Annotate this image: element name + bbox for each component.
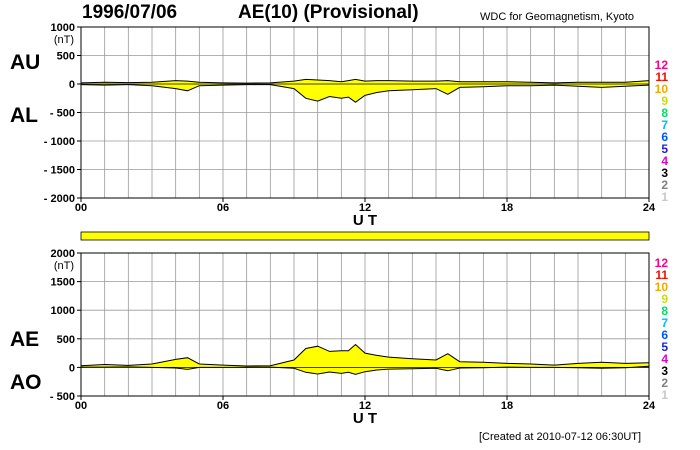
month-scale-label: 3 [661,364,668,378]
y-tick-label: 500 [57,334,75,346]
x-tick-label: 06 [217,202,229,214]
plot-title: AE(10) (Provisional) [238,2,419,23]
x-tick-label: 12 [359,202,371,214]
series-line-ae [80,343,650,367]
month-scale-label: 1 [661,388,668,402]
month-scale-label: 8 [661,106,668,120]
month-scale-label: 11 [655,70,668,84]
y-tick-label: 0 [69,79,75,91]
month-scale-label: 2 [661,178,668,192]
y-tick-label: 1000 [51,22,75,34]
y-unit-label: (nT) [54,260,74,272]
month-scale-label: 2 [661,376,668,390]
month-scale-label: 9 [661,292,668,306]
series-line-al [80,84,650,103]
y-tick-label: 1500 [51,277,75,289]
month-scale-label: 8 [661,304,668,318]
x-axis-label: U T [353,410,377,427]
x-axis-label: U T [353,212,377,229]
month-scale-label: 7 [661,118,668,132]
x-tick-label: 24 [643,202,656,214]
month-scale-label: 10 [655,82,669,96]
data-source-label: WDC for Geomagnetism, Kyoto [480,11,635,23]
month-scale-label: 10 [655,280,669,294]
data-coverage-bar [80,231,650,241]
au-label: AU [10,51,41,74]
y-tick-label: 1000 [51,305,75,317]
x-tick-label: 12 [359,400,371,412]
y-tick-label: 2000 [51,248,75,260]
ao-label: AO [10,371,42,394]
month-scale-label: 6 [661,130,668,144]
y-tick-label: - 2000 [44,193,75,205]
month-scale-label: 3 [661,166,668,180]
month-scale-label: 4 [661,352,668,366]
month-scale-label: 12 [655,58,669,72]
y-tick-label: - 1000 [44,136,75,148]
x-tick-label: 18 [501,400,513,412]
series-line-au [80,78,650,84]
plot-date: 1996/07/06 [82,2,178,23]
y-tick-label: - 500 [50,108,75,120]
ae-label: AE [10,328,40,351]
month-scale-label: 5 [661,142,668,156]
y-tick-label: - 1500 [44,165,75,177]
x-tick-label: 00 [75,400,87,412]
y-unit-label: (nT) [54,34,74,46]
al-label: AL [10,104,38,127]
x-tick-label: 18 [501,202,513,214]
x-tick-label: 00 [75,202,87,214]
created-timestamp: [Created at 2010-07-12 06:30UT] [479,431,642,443]
y-tick-label: - 500 [50,391,75,403]
month-scale-label: 5 [661,340,668,354]
month-scale-label: 9 [661,94,668,108]
month-scale-label: 12 [655,256,669,270]
y-tick-label: 0 [69,362,75,374]
x-tick-label: 06 [217,400,229,412]
x-tick-label: 24 [643,400,656,412]
y-tick-label: 500 [57,51,75,63]
month-scale-label: 6 [661,328,668,342]
month-scale-label: 7 [661,316,668,330]
month-scale-label: 4 [661,154,668,168]
month-scale-label: 1 [661,190,668,204]
month-scale-label: 11 [655,268,668,282]
